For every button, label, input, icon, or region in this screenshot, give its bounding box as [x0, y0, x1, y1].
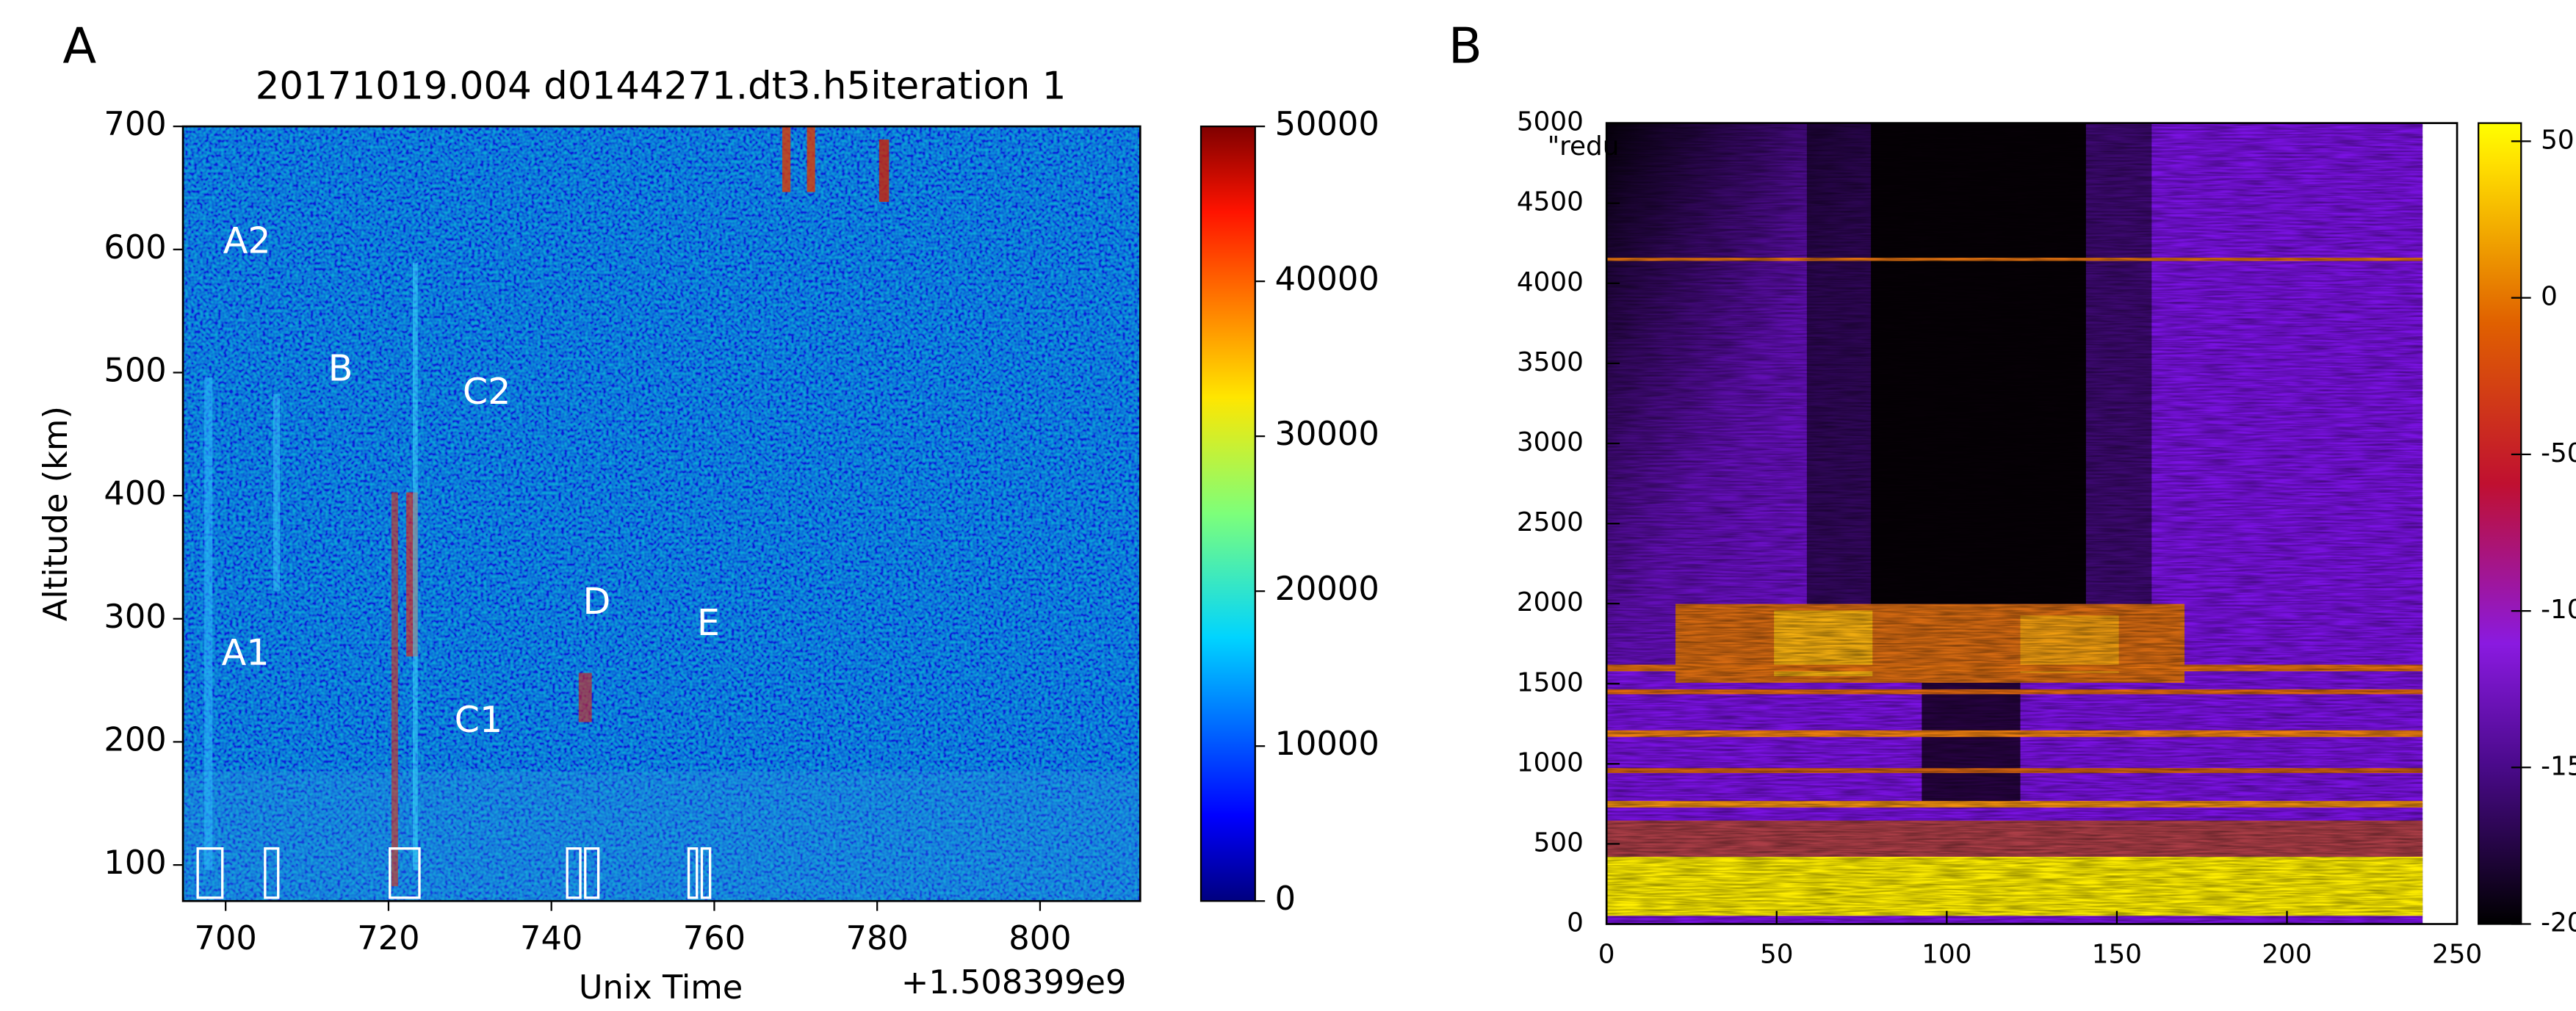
- y-axis-label: Altitude (km): [37, 406, 75, 621]
- colorbar: [1199, 126, 1256, 902]
- annotation: A2: [223, 219, 271, 261]
- colorbar-tick-label: -150: [2541, 751, 2576, 781]
- colorbar-tick-label: 0: [1275, 880, 1296, 918]
- colorbar-tick-label: -50: [2541, 438, 2576, 468]
- y-tick-label: 500: [104, 351, 166, 389]
- annotation: D: [582, 580, 610, 623]
- y-tick-label: 3000: [1517, 427, 1584, 457]
- y-tick-label: 4000: [1517, 267, 1584, 297]
- plot-frame: [1605, 122, 2458, 925]
- y-tick-label: 100: [104, 844, 166, 882]
- y-tick-label: 1000: [1517, 747, 1584, 778]
- annotation: E: [697, 601, 720, 644]
- plot-frame: [181, 125, 1141, 902]
- x-tick-label: 740: [520, 919, 582, 957]
- x-tick-label: 780: [846, 919, 909, 957]
- y-tick-label: 700: [104, 105, 166, 143]
- colorbar-tick-label: 10000: [1275, 725, 1379, 763]
- y-tick-label: 300: [104, 598, 166, 636]
- x-tick-label: 720: [357, 919, 419, 957]
- colorbar-tick-label: 0: [2541, 282, 2558, 312]
- y-tick-label: 0: [1567, 908, 1584, 938]
- x-tick-label: 250: [2432, 939, 2482, 969]
- colorbar-tick-label: 50: [2541, 125, 2575, 155]
- x-tick-label: 800: [1009, 919, 1071, 957]
- colorbar-tick-label: 50000: [1275, 105, 1379, 143]
- x-tick-label: 50: [1760, 939, 1794, 969]
- annotation: A1: [222, 631, 270, 673]
- y-tick-label: 600: [104, 228, 166, 267]
- y-tick-label: 2500: [1517, 507, 1584, 537]
- y-tick-label: 2000: [1517, 587, 1584, 617]
- colorbar-tick-label: 20000: [1275, 570, 1379, 608]
- x-tick-label: 100: [1922, 939, 1971, 969]
- y-tick-label: 200: [104, 720, 166, 758]
- panel-label: B: [1448, 18, 1482, 75]
- colorbar-tick-label: 40000: [1275, 260, 1379, 298]
- x-axis-label: Unix Time: [579, 968, 743, 1007]
- annotation: C1: [455, 698, 503, 741]
- y-tick-label: 4500: [1517, 187, 1584, 217]
- colorbar-tick-label: -100: [2541, 595, 2576, 625]
- y-tick-label: 5000: [1517, 107, 1584, 137]
- y-tick-label: 500: [1534, 827, 1584, 858]
- annotation: C2: [463, 370, 511, 413]
- x-tick-label: 200: [2262, 939, 2312, 969]
- panel-label: A: [62, 18, 96, 75]
- x-offset-label: +1.508399e9: [901, 963, 1127, 1001]
- chart-layer: A 20171019.004 d0144271.dt3.h5iteration 1…: [37, 18, 2576, 1007]
- colorbar-tick-label: -200: [2541, 908, 2576, 938]
- y-tick-label: 3500: [1517, 347, 1584, 377]
- chart-title: 20171019.004 d0144271.dt3.h5iteration 1: [256, 65, 1067, 109]
- y-tick-label: 1500: [1517, 667, 1584, 697]
- x-tick-label: 150: [2092, 939, 2142, 969]
- y-tick-label: 400: [104, 474, 166, 512]
- x-tick-label: 760: [683, 919, 746, 957]
- colorbar-tick-label: 30000: [1275, 415, 1379, 453]
- heatmap-image-a: [183, 126, 1141, 902]
- colorbar: [2478, 122, 2522, 925]
- annotation: B: [328, 347, 353, 390]
- x-tick-label: 700: [195, 919, 257, 957]
- heatmap-image-b: [1606, 123, 2423, 924]
- x-tick-label: 0: [1598, 939, 1615, 969]
